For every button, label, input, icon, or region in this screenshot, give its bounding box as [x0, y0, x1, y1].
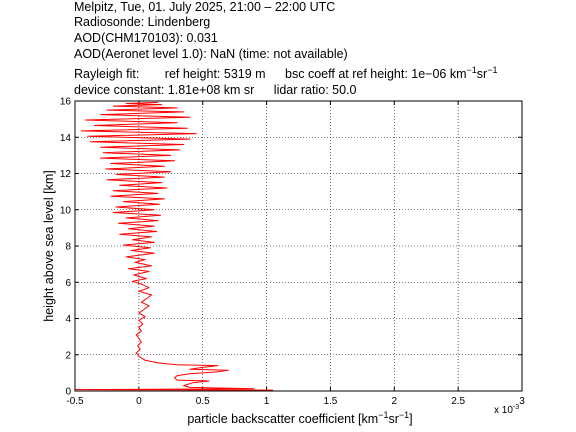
chart-grid [75, 101, 522, 391]
y-tick-label: 6 [65, 278, 71, 289]
aod-chm-info: AOD(CHM170103): 0.031 [74, 31, 218, 45]
rayleigh-fit-line: Rayleigh fit: ref height: 5319 m bsc coe… [74, 65, 498, 82]
aod-aeronet-info: AOD(Aeronet level 1.0): NaN (time: not a… [74, 47, 348, 61]
y-tick-label: 0 [65, 387, 71, 398]
device-constant-label: device constant: 1.81e+08 km sr [74, 83, 255, 97]
y-tick-label: 4 [65, 314, 71, 325]
device-line: device constant: 1.81e+08 km sr lidar ra… [74, 83, 356, 98]
x-tick-label: 1.5 [323, 396, 337, 407]
rayleigh-fit-label: Rayleigh fit: [74, 67, 140, 81]
y-axis-label: height above sea level [km] [42, 170, 56, 321]
y-tick-label: 2 [65, 350, 71, 361]
lidar-ratio-label: lidar ratio: 50.0 [273, 83, 357, 97]
backscatter-profile-line [74, 101, 274, 391]
x-tick-label: -0.5 [66, 396, 84, 407]
y-tick-label: 8 [65, 242, 71, 253]
y-tick-label: 16 [60, 97, 72, 108]
x-tick-label: 0.5 [196, 396, 210, 407]
x-axis-ticks: -0.5 0 0.5 1 1.5 2 2.5 3 [66, 101, 525, 407]
y-tick-label: 10 [60, 205, 72, 216]
y-tick-label: 12 [60, 169, 72, 180]
x-tick-label: 2.5 [451, 396, 465, 407]
x-tick-label: 3 [519, 396, 525, 407]
x-tick-label: 1 [264, 396, 270, 407]
y-tick-label: 14 [60, 133, 72, 144]
bsc-coeff-label: bsc coeff at ref height: 1e−06 km−1sr−1 [285, 65, 498, 82]
ref-height-label: ref height: 5319 m [164, 67, 266, 81]
x-tick-label: 2 [392, 396, 398, 407]
radiosonde-info: Radiosonde: Lindenberg [74, 15, 211, 29]
x-axis-scale-factor: x 10-3 [494, 404, 519, 416]
title-location-time: Melpitz, Tue, 01. July 2025, 21:00 – 22:… [74, 0, 336, 14]
x-axis-label: particle backscatter coefficient [km−1sr… [187, 410, 412, 426]
plot-frame [74, 100, 523, 392]
chart-series [74, 101, 274, 391]
x-tick-label: 0 [136, 396, 142, 407]
y-axis-ticks: 0 2 4 6 8 10 12 14 16 [60, 97, 522, 398]
